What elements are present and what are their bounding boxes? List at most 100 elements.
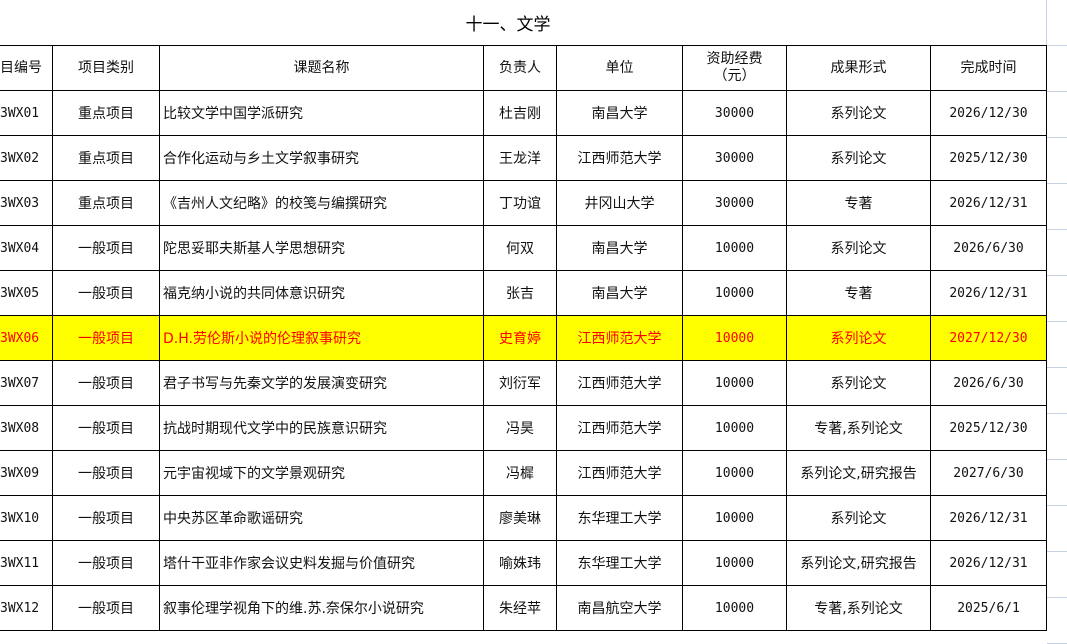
cell-leader[interactable]: 冯昊: [483, 405, 557, 451]
cell-code[interactable]: 3WX01: [0, 90, 53, 136]
header-date[interactable]: 完成时间: [930, 45, 1047, 91]
cell-form[interactable]: 系列论文: [786, 225, 931, 271]
cell-funding[interactable]: 10000: [682, 315, 787, 361]
cell-name[interactable]: 中央苏区革命歌谣研究: [159, 495, 484, 541]
cell-funding[interactable]: 10000: [682, 360, 787, 406]
cell-form[interactable]: 系列论文,研究报告: [786, 540, 931, 586]
cell-unit[interactable]: 南昌大学: [556, 225, 683, 271]
cell-type[interactable]: 一般项目: [52, 315, 160, 361]
cell-date[interactable]: 2026/12/31: [930, 180, 1047, 226]
cell-name[interactable]: 合作化运动与乡土文学叙事研究: [159, 135, 484, 181]
cell-unit[interactable]: 东华理工大学: [556, 495, 683, 541]
cell-funding[interactable]: 10000: [682, 405, 787, 451]
cell-name[interactable]: 福克纳小说的共同体意识研究: [159, 270, 484, 316]
cell-form[interactable]: 系列论文: [786, 495, 931, 541]
cell-code[interactable]: 3WX09: [0, 450, 53, 496]
cell-funding[interactable]: 30000: [682, 90, 787, 136]
cell-type[interactable]: 一般项目: [52, 540, 160, 586]
cell-name[interactable]: 君子书写与先秦文学的发展演变研究: [159, 360, 484, 406]
cell-leader[interactable]: 刘衍军: [483, 360, 557, 406]
header-name[interactable]: 课题名称: [159, 45, 484, 91]
cell-form[interactable]: 系列论文,研究报告: [786, 450, 931, 496]
cell-funding[interactable]: 10000: [682, 540, 787, 586]
cell-type[interactable]: 重点项目: [52, 135, 160, 181]
cell-date[interactable]: 2027/6/30: [930, 450, 1047, 496]
cell-code[interactable]: 3WX03: [0, 180, 53, 226]
cell-funding[interactable]: 10000: [682, 450, 787, 496]
cell-date[interactable]: 2026/12/31: [930, 495, 1047, 541]
cell-leader[interactable]: 张吉: [483, 270, 557, 316]
cell-unit[interactable]: 江西师范大学: [556, 360, 683, 406]
cell-funding[interactable]: 10000: [682, 270, 787, 316]
cell-code[interactable]: 3WX11: [0, 540, 53, 586]
cell-funding[interactable]: 30000: [682, 180, 787, 226]
cell-name[interactable]: 《吉州人文纪略》的校笺与编撰研究: [159, 180, 484, 226]
cell-form[interactable]: 专著: [786, 180, 931, 226]
cell-unit[interactable]: 江西师范大学: [556, 135, 683, 181]
cell-code[interactable]: 3WX07: [0, 360, 53, 406]
cell-date[interactable]: 2025/12/30: [930, 405, 1047, 451]
cell-type[interactable]: 一般项目: [52, 270, 160, 316]
cell-date[interactable]: 2025/12/30: [930, 135, 1047, 181]
cell-leader[interactable]: 冯樨: [483, 450, 557, 496]
cell-funding[interactable]: 30000: [682, 135, 787, 181]
cell-type[interactable]: 一般项目: [52, 495, 160, 541]
cell-unit[interactable]: 南昌航空大学: [556, 585, 683, 631]
cell-type[interactable]: 一般项目: [52, 450, 160, 496]
cell-leader[interactable]: 廖美琳: [483, 495, 557, 541]
cell-type[interactable]: 重点项目: [52, 90, 160, 136]
cell-date[interactable]: 2025/6/1: [930, 585, 1047, 631]
header-code[interactable]: 目编号: [0, 45, 53, 91]
cell-form[interactable]: 系列论文: [786, 90, 931, 136]
cell-unit[interactable]: 南昌大学: [556, 270, 683, 316]
cell-leader[interactable]: 喻姝玮: [483, 540, 557, 586]
cell-funding[interactable]: 10000: [682, 225, 787, 271]
cell-leader[interactable]: 何双: [483, 225, 557, 271]
cell-type[interactable]: 一般项目: [52, 225, 160, 271]
cell-form[interactable]: 系列论文: [786, 315, 931, 361]
cell-leader[interactable]: 丁功谊: [483, 180, 557, 226]
cell-type[interactable]: 一般项目: [52, 585, 160, 631]
header-funding[interactable]: 资助经费 （元）: [682, 45, 787, 91]
header-leader[interactable]: 负责人: [483, 45, 557, 91]
cell-form[interactable]: 专著,系列论文: [786, 585, 931, 631]
cell-name[interactable]: D.H.劳伦斯小说的伦理叙事研究: [159, 315, 484, 361]
cell-funding[interactable]: 10000: [682, 585, 787, 631]
cell-code[interactable]: 3WX10: [0, 495, 53, 541]
cell-date[interactable]: 2026/6/30: [930, 360, 1047, 406]
header-form[interactable]: 成果形式: [786, 45, 931, 91]
cell-name[interactable]: 叙事伦理学视角下的维.苏.奈保尔小说研究: [159, 585, 484, 631]
cell-code[interactable]: 3WX02: [0, 135, 53, 181]
cell-leader[interactable]: 王龙洋: [483, 135, 557, 181]
cell-name[interactable]: 陀思妥耶夫斯基人学思想研究: [159, 225, 484, 271]
cell-date[interactable]: 2026/12/30: [930, 90, 1047, 136]
cell-code[interactable]: 3WX04: [0, 225, 53, 271]
cell-form[interactable]: 专著: [786, 270, 931, 316]
cell-name[interactable]: 抗战时期现代文学中的民族意识研究: [159, 405, 484, 451]
cell-type[interactable]: 一般项目: [52, 405, 160, 451]
cell-leader[interactable]: 史育婷: [483, 315, 557, 361]
cell-funding[interactable]: 10000: [682, 495, 787, 541]
cell-name[interactable]: 塔什干亚非作家会议史料发掘与价值研究: [159, 540, 484, 586]
cell-type[interactable]: 一般项目: [52, 360, 160, 406]
cell-unit[interactable]: 东华理工大学: [556, 540, 683, 586]
cell-code[interactable]: 3WX06: [0, 315, 53, 361]
cell-name[interactable]: 元宇宙视域下的文学景观研究: [159, 450, 484, 496]
cell-date[interactable]: 2026/12/31: [930, 540, 1047, 586]
cell-date[interactable]: 2026/12/31: [930, 270, 1047, 316]
cell-code[interactable]: 3WX08: [0, 405, 53, 451]
cell-type[interactable]: 重点项目: [52, 180, 160, 226]
cell-form[interactable]: 专著,系列论文: [786, 405, 931, 451]
cell-name[interactable]: 比较文学中国学派研究: [159, 90, 484, 136]
cell-code[interactable]: 3WX12: [0, 585, 53, 631]
cell-form[interactable]: 系列论文: [786, 360, 931, 406]
header-type[interactable]: 项目类别: [52, 45, 160, 91]
header-unit[interactable]: 单位: [556, 45, 683, 91]
cell-leader[interactable]: 朱经苹: [483, 585, 557, 631]
cell-date[interactable]: 2027/12/30: [930, 315, 1047, 361]
cell-unit[interactable]: 南昌大学: [556, 90, 683, 136]
cell-unit[interactable]: 井冈山大学: [556, 180, 683, 226]
cell-date[interactable]: 2026/6/30: [930, 225, 1047, 271]
cell-unit[interactable]: 江西师范大学: [556, 315, 683, 361]
cell-code[interactable]: 3WX05: [0, 270, 53, 316]
